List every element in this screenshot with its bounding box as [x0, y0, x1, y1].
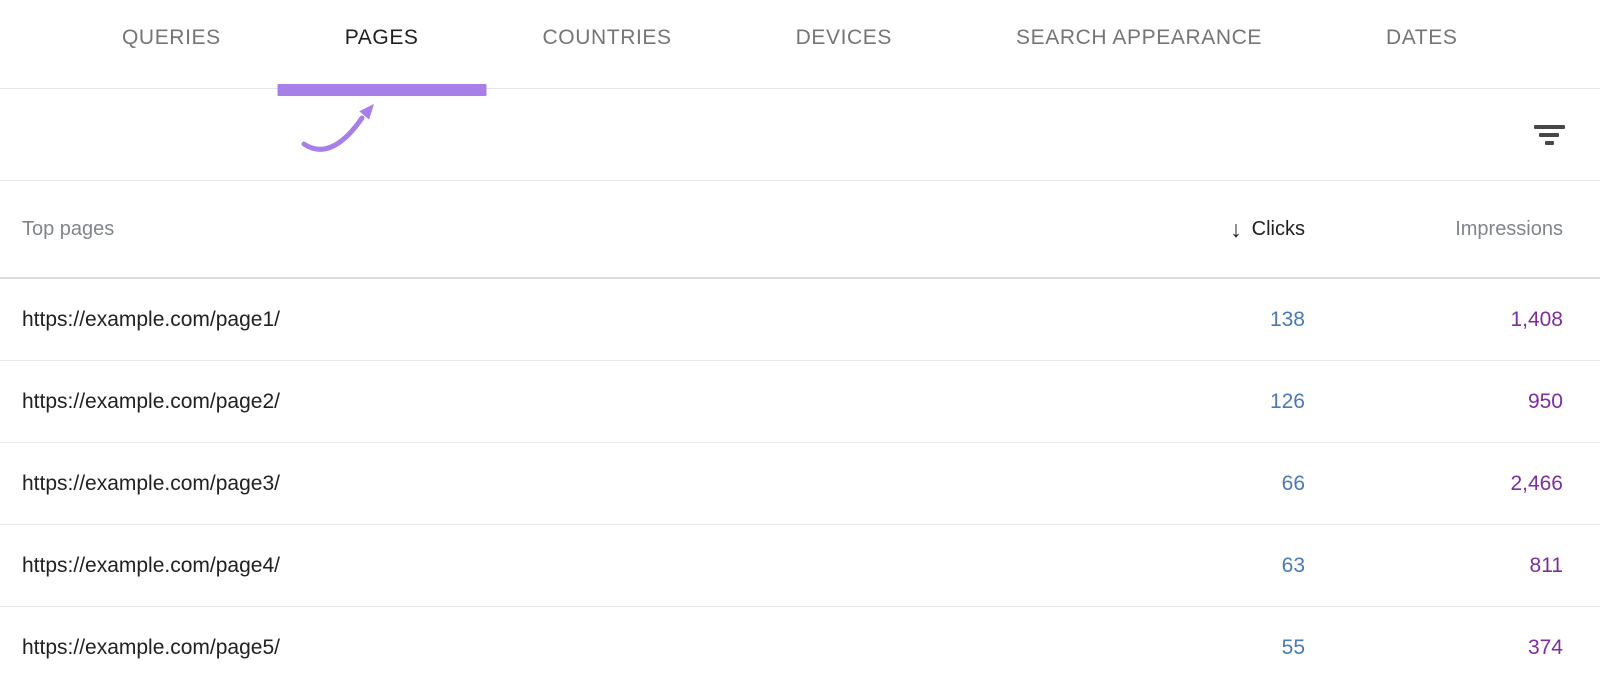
page-url: https://example.com/page1/ — [22, 307, 280, 331]
filter-icon — [1544, 140, 1554, 145]
tab-devices[interactable]: DEVICES — [796, 0, 892, 89]
table-row[interactable]: https://example.com/page4/ 63 811 — [0, 525, 1600, 607]
tab-pages[interactable]: PAGES — [277, 0, 487, 96]
impressions-value: 950 — [1527, 389, 1563, 413]
impressions-value: 1,408 — [1510, 307, 1563, 331]
active-tab-indicator — [277, 84, 487, 96]
top-pages-table: Top pages ↓ Clicks Impressions https://e… — [0, 181, 1600, 689]
page-url: https://example.com/page3/ — [22, 471, 280, 495]
tab-dates[interactable]: DATES — [1386, 0, 1457, 89]
tab-search-appearance-label: SEARCH APPEARANCE — [1016, 25, 1262, 49]
table-toolbar — [0, 89, 1600, 181]
dimension-tabbar: QUERIES PAGES COUNTRIES DEVICES SEARCH A… — [0, 0, 1600, 96]
table-row[interactable]: https://example.com/page2/ 126 950 — [0, 361, 1600, 443]
filter-button[interactable] — [1528, 114, 1570, 156]
tab-dates-label: DATES — [1385, 25, 1458, 49]
clicks-value: 66 — [1281, 471, 1305, 495]
tab-queries-label: QUERIES — [122, 25, 221, 49]
impressions-value: 374 — [1527, 636, 1563, 659]
filter-icon — [1539, 132, 1559, 137]
table-row[interactable]: https://example.com/page3/ 66 2,466 — [0, 443, 1600, 525]
clicks-value: 63 — [1281, 553, 1305, 577]
impressions-value: 2,466 — [1510, 471, 1563, 495]
impressions-value: 811 — [1529, 553, 1563, 577]
clicks-value: 126 — [1269, 389, 1305, 413]
tab-countries[interactable]: COUNTRIES — [543, 0, 672, 89]
tab-queries[interactable]: QUERIES — [122, 0, 221, 89]
page-url: https://example.com/page2/ — [22, 389, 280, 413]
tab-search-appearance[interactable]: SEARCH APPEARANCE — [1016, 0, 1262, 89]
page-url: https://example.com/page4/ — [22, 553, 280, 577]
table-header-row: Top pages ↓ Clicks Impressions — [0, 181, 1600, 279]
clicks-value: 138 — [1269, 307, 1305, 331]
column-header-clicks[interactable]: ↓ Clicks — [1095, 215, 1305, 242]
tab-pages-label: PAGES — [344, 25, 419, 49]
tab-devices-label: DEVICES — [795, 25, 893, 49]
column-header-clicks-label: Clicks — [1251, 217, 1305, 240]
clicks-value: 55 — [1281, 636, 1305, 659]
column-header-top-pages: Top pages — [22, 217, 115, 240]
tab-countries-label: COUNTRIES — [542, 25, 672, 49]
table-row[interactable]: https://example.com/page1/ 138 1,408 — [0, 279, 1600, 361]
sort-descending-icon: ↓ — [1230, 215, 1242, 242]
filter-icon — [1533, 124, 1565, 129]
page-url: https://example.com/page5/ — [22, 636, 280, 659]
column-header-impressions[interactable]: Impressions — [1455, 217, 1563, 240]
table-row[interactable]: https://example.com/page5/ 55 374 — [0, 607, 1600, 689]
